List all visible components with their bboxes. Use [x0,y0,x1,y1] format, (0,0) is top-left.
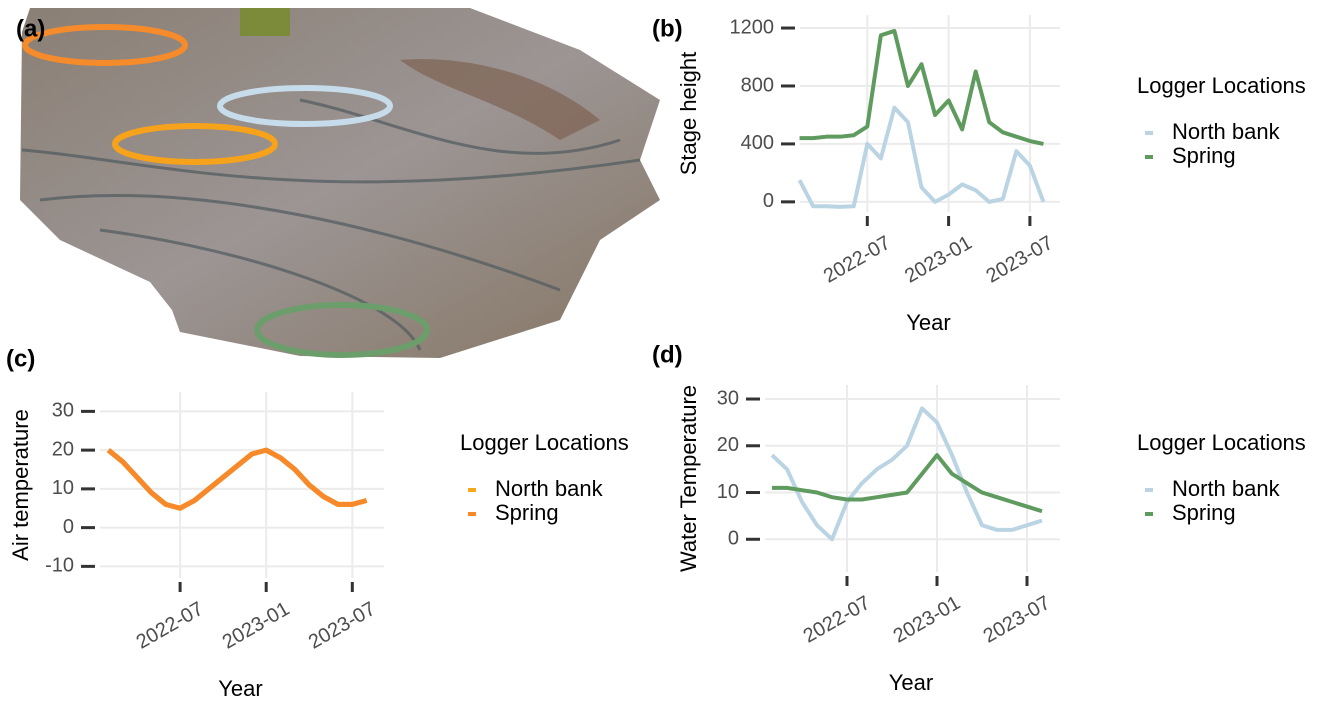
chart: (d) 0 10 20 30 2022-07 2023-01 2023-07 Year Water… [652,341,1306,694]
y-tick-label: 30 [52,400,74,422]
legend-title: Logger Locations [1137,73,1306,98]
y-tick-label: 0 [763,190,774,212]
x-axis-title: Year [906,310,950,335]
x-axis-title: Year [889,670,933,695]
panel-label: (c) [6,345,35,372]
legend-label: Spring [1172,500,1236,525]
y-tick-label: 0 [728,528,739,550]
x-tick-label: 2022-07 [133,598,208,654]
x-tick-label: 2023-07 [980,592,1055,648]
legend-title: Logger Locations [1137,430,1306,455]
y-tick-label: -10 [45,555,74,577]
x-tick-label: 2023-01 [901,232,976,288]
legend-label: Spring [495,500,559,525]
y-tick-label: 20 [52,438,74,460]
series-line [799,28,1044,146]
legend-label: North bank [1172,119,1281,144]
chart: (c) -10 0 10 20 30 2022-07 2023-01 2023-07 Year Ai… [6,345,629,700]
y-axis-title: Air temperature [8,409,33,561]
y-tick-label: 30 [717,387,739,409]
panel-label: (b) [652,15,683,42]
x-tick-label: 2023-01 [219,598,294,654]
panel-label: (a) [16,15,45,42]
x-axis-title: Year [218,676,262,696]
y-tick-label: 1200 [730,16,775,38]
y-tick-label: 0 [63,516,74,538]
chart: (b) 0 400 800 1200 2022-07 2023-01 2023-07 Year S… [652,15,1306,335]
legend-label: Spring [1172,143,1236,168]
x-tick-label: 2022-07 [820,232,895,288]
x-tick-label: 2023-07 [982,232,1057,288]
y-tick-label: 10 [52,477,74,499]
x-tick-label: 2023-07 [305,598,380,654]
legend-label: North bank [495,476,604,501]
x-tick-label: 2023-01 [890,592,965,648]
y-axis-title: Stage height [676,52,701,176]
aerial-photo: (a) [16,8,660,358]
legend-label: North bank [1172,476,1281,501]
panel-label: (d) [652,341,683,368]
series-line [797,105,1046,209]
y-tick-label: 20 [717,434,739,456]
legend-title: Logger Locations [460,430,629,455]
series-line [106,447,368,511]
y-tick-label: 800 [741,74,774,96]
y-axis-title: Water Temperature [676,385,701,572]
y-tick-label: 400 [741,132,774,154]
series-line [770,406,1043,542]
x-tick-label: 2022-07 [800,592,875,648]
series-line [772,453,1043,514]
y-tick-label: 10 [717,481,739,503]
